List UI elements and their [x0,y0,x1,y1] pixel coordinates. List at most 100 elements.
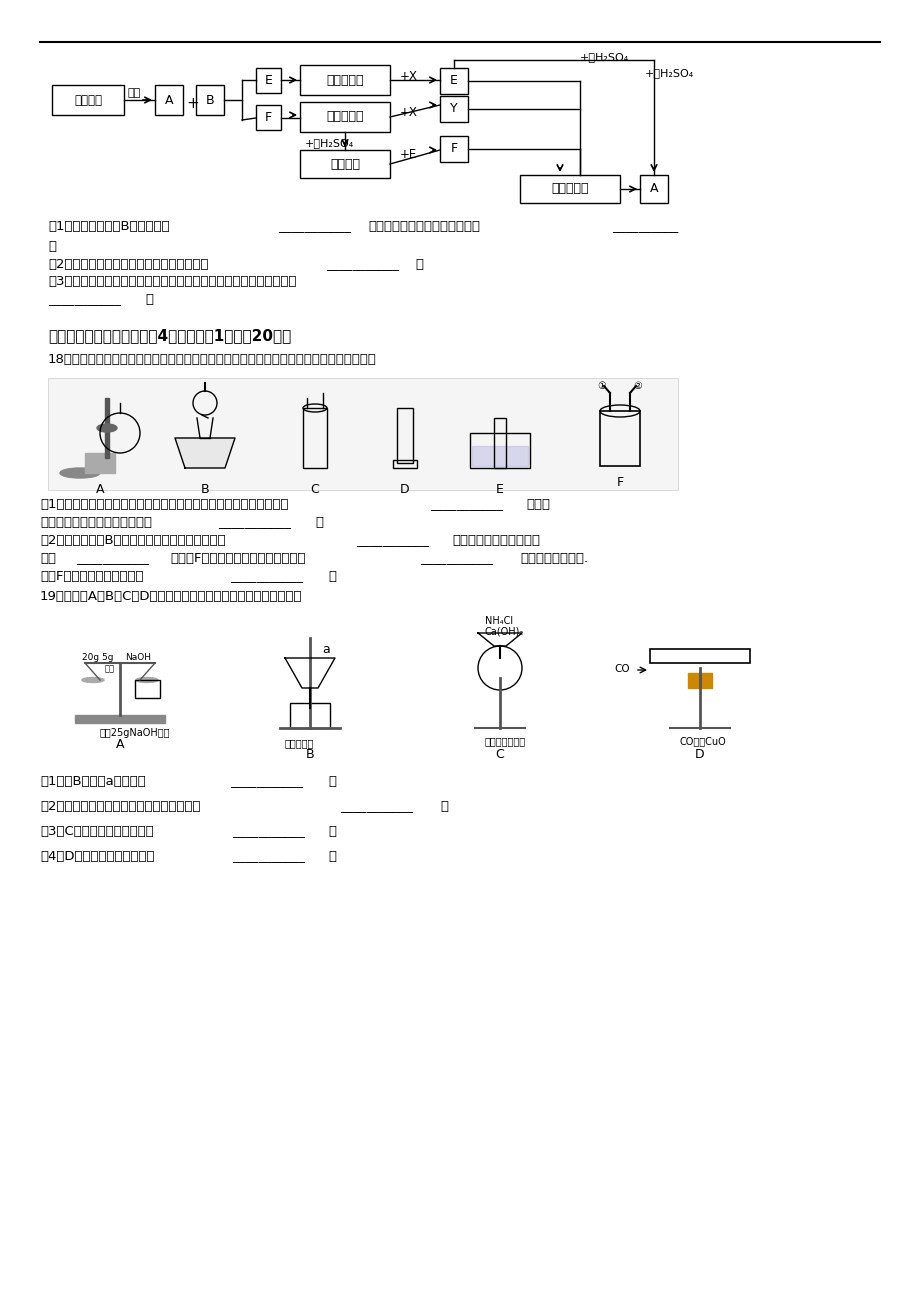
Bar [471,447,528,466]
Text: ；浅绿色溶液中溶质的化学式为: ；浅绿色溶液中溶质的化学式为 [368,220,480,233]
Text: D: D [400,483,409,496]
Text: A: A [649,182,657,195]
Text: ___________: ___________ [356,534,428,547]
Text: ___________: ___________ [218,516,290,529]
Text: Y: Y [449,103,458,116]
Text: +X: +X [400,69,417,82]
Text: ___________: ___________ [278,220,350,233]
FancyBboxPatch shape [196,85,223,115]
Bar [599,411,640,466]
Text: A: A [165,94,173,107]
Text: 无色液体: 无色液体 [74,94,102,107]
Ellipse shape [82,677,104,682]
FancyBboxPatch shape [300,150,390,178]
Text: 制取并收集氨气: 制取并收集氨气 [484,736,526,746]
Text: ②: ② [633,381,641,391]
Text: 。: 。 [328,775,335,788]
Text: CO还原CuO: CO还原CuO [679,736,726,746]
Text: 。: 。 [328,570,335,583]
Bar [687,673,711,687]
Text: （1）实验室利用加热高锰酸钾的方法能制得氧气，则发生装置应选用: （1）实验室利用加热高锰酸钾的方法能制得氧气，则发生装置应选用 [40,497,289,510]
Bar [494,418,505,467]
Text: ___________: ___________ [232,825,304,838]
Text: 19．图中有A、B、C、D四个实验装置，请认真观察回答下列问题：: 19．图中有A、B、C、D四个实验装置，请认真观察回答下列问题： [40,590,302,603]
Text: E: E [449,74,458,87]
Bar [650,648,749,663]
Text: ___________: ___________ [48,293,120,306]
Ellipse shape [96,424,117,432]
Text: 。: 。 [439,799,448,812]
Text: ___________: ___________ [230,775,302,788]
FancyBboxPatch shape [48,378,677,490]
Text: NH₄Cl: NH₄Cl [484,616,513,626]
Text: （4）D中反应的化学方程式为: （4）D中反应的化学方程式为 [40,850,154,863]
Text: NaOH: NaOH [125,654,151,661]
Text: （2）实验室利用B装置通过置换反应制得的气体是: （2）实验室利用B装置通过置换反应制得的气体是 [40,534,225,547]
Text: 。: 。 [314,516,323,529]
Text: （2）图中有两处存在明显错误，错误之一是: （2）图中有两处存在明显错误，错误之一是 [40,799,200,812]
Ellipse shape [136,677,158,682]
Text: +稀H₂SO₄: +稀H₂SO₄ [579,52,629,62]
Text: F: F [616,477,623,490]
Text: ①: ① [597,381,606,391]
FancyBboxPatch shape [439,96,468,122]
Text: ___________: ___________ [340,799,413,812]
Text: 。: 。 [414,258,423,271]
FancyBboxPatch shape [640,174,667,203]
Text: ___________: ___________ [76,552,149,565]
Bar [470,434,529,467]
Text: +稀H₂SO₄: +稀H₂SO₄ [305,138,354,148]
Text: E: E [495,483,504,496]
Text: 证明F瓶中充满氧气的方法是: 证明F瓶中充满氧气的方法是 [40,570,143,583]
Text: C: C [495,749,504,760]
Text: C: C [311,483,319,496]
Text: 滤纸: 滤纸 [105,664,115,673]
Text: 黑色固体乙: 黑色固体乙 [326,111,363,124]
Bar [105,398,108,458]
Text: ___________: ___________ [420,552,493,565]
Text: A: A [96,483,104,496]
Text: ___________: ___________ [230,570,302,583]
FancyBboxPatch shape [154,85,183,115]
Text: +稀H₂SO₄: +稀H₂SO₄ [644,68,694,78]
Text: 18．气体的制备是化学实验基本技能之一，现用如下装置进行化学实验，试回答下列问题：: 18．气体的制备是化学实验基本技能之一，现用如下装置进行化学实验，试回答下列问题… [48,353,377,366]
Bar [75,715,165,723]
Text: +X: +X [400,105,417,118]
Text: a: a [322,643,329,656]
Text: （3）C中反应的化学方程式为: （3）C中反应的化学方程式为 [40,825,153,838]
Text: CO: CO [614,664,630,674]
Text: 三、实验探究题（本道题共4小题，每空1分，共20分）: 三、实验探究题（本道题共4小题，每空1分，共20分） [48,328,291,342]
Text: +: + [186,96,199,112]
Text: F: F [265,111,272,124]
Text: 。: 。 [145,293,153,306]
Text: 过滤食盐水: 过滤食盐水 [285,738,314,749]
Bar [392,460,416,467]
Text: 。: 。 [48,240,56,253]
Bar [135,680,160,698]
Text: B: B [305,749,314,760]
Text: 20g 5g: 20g 5g [82,654,113,661]
Text: 通电: 通电 [128,89,142,98]
FancyBboxPatch shape [300,65,390,95]
FancyBboxPatch shape [52,85,124,115]
FancyBboxPatch shape [255,68,280,92]
Text: +E: +E [400,148,417,161]
Text: 称量25gNaOH固体: 称量25gNaOH固体 [100,728,170,738]
Text: ___________: ___________ [325,258,399,271]
Bar [397,408,413,464]
Text: 蓝色溶液: 蓝色溶液 [330,158,359,171]
FancyBboxPatch shape [439,68,468,94]
Text: ___________: ___________ [232,850,304,863]
Text: Ca(OH)₂: Ca(OH)₂ [484,626,524,635]
FancyBboxPatch shape [255,105,280,130]
Text: B: B [200,483,210,496]
Text: ___________: ___________ [429,497,503,510]
Polygon shape [175,437,234,467]
Text: （填序号）管口进.: （填序号）管口进. [519,552,587,565]
Text: （填字: （填字 [526,497,550,510]
Bar [289,703,330,728]
Text: 。: 。 [328,850,335,863]
Text: B: B [206,94,214,107]
Text: 。: 。 [328,825,335,838]
Bar [302,408,326,467]
